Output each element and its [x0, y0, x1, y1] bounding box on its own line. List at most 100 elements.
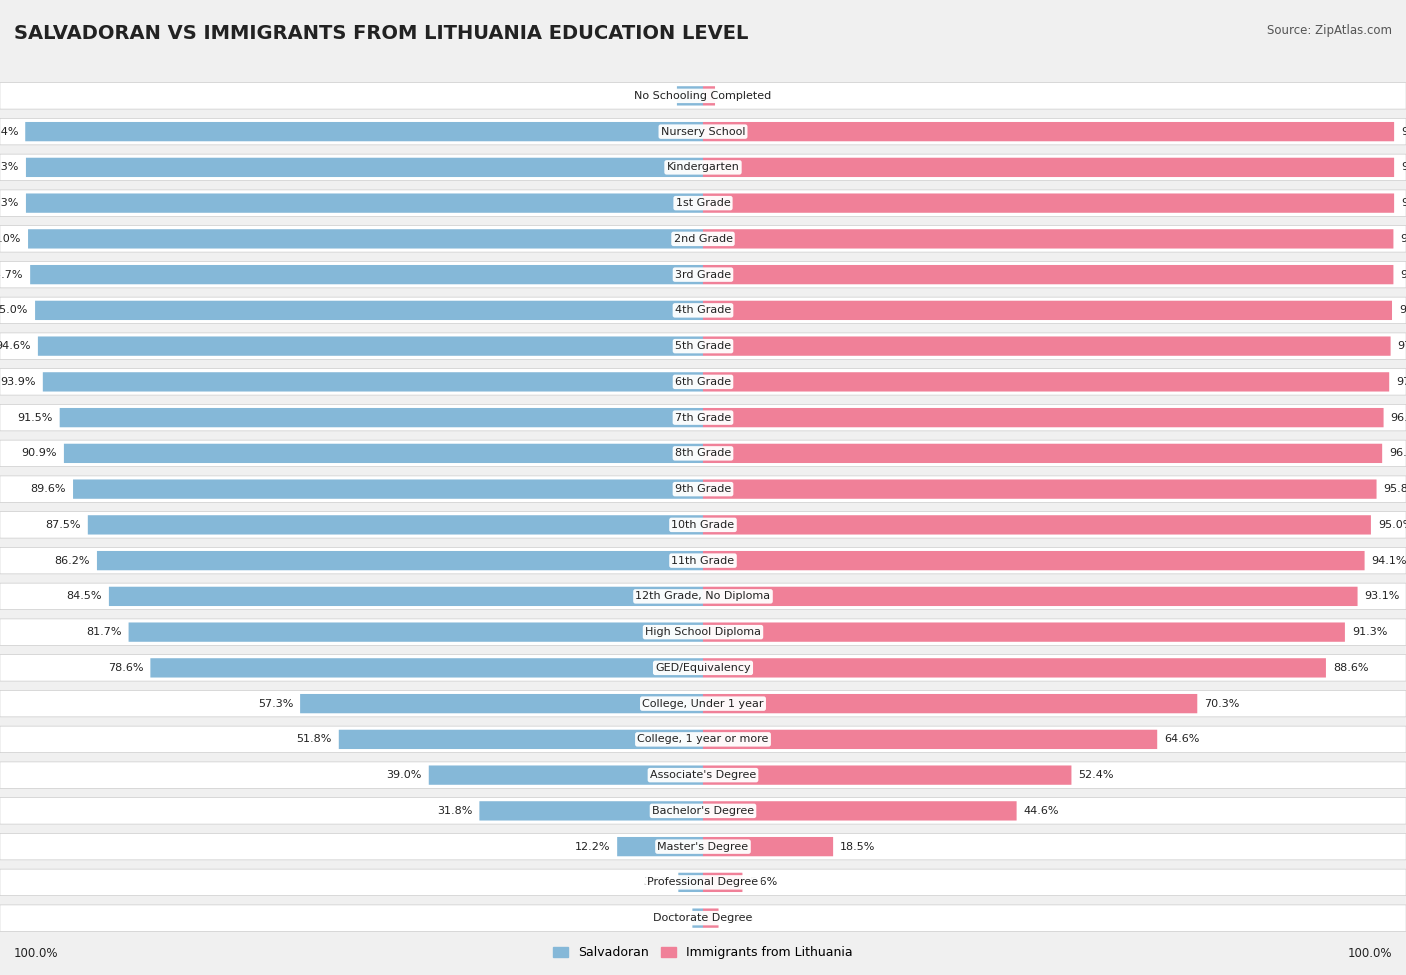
- FancyBboxPatch shape: [0, 726, 1406, 753]
- Text: 11th Grade: 11th Grade: [672, 556, 734, 566]
- Text: 98.2%: 98.2%: [1400, 270, 1406, 280]
- FancyBboxPatch shape: [38, 336, 703, 356]
- FancyBboxPatch shape: [73, 480, 703, 499]
- Text: 96.0%: 96.0%: [0, 234, 21, 244]
- FancyBboxPatch shape: [339, 729, 703, 749]
- Text: 93.9%: 93.9%: [0, 377, 35, 387]
- FancyBboxPatch shape: [692, 909, 703, 928]
- Text: 1.5%: 1.5%: [657, 914, 686, 923]
- Text: 93.1%: 93.1%: [1365, 592, 1400, 602]
- FancyBboxPatch shape: [703, 873, 742, 892]
- Text: 95.0%: 95.0%: [0, 305, 28, 315]
- Text: 97.6%: 97.6%: [1396, 377, 1406, 387]
- Text: 8th Grade: 8th Grade: [675, 448, 731, 458]
- FancyBboxPatch shape: [63, 444, 703, 463]
- FancyBboxPatch shape: [703, 587, 1358, 606]
- Text: 86.2%: 86.2%: [55, 556, 90, 566]
- Text: 4th Grade: 4th Grade: [675, 305, 731, 315]
- Text: Associate's Degree: Associate's Degree: [650, 770, 756, 780]
- Text: 31.8%: 31.8%: [437, 806, 472, 816]
- Text: 98.3%: 98.3%: [1400, 198, 1406, 208]
- Text: 96.3%: 96.3%: [0, 163, 18, 173]
- FancyBboxPatch shape: [0, 761, 1406, 789]
- FancyBboxPatch shape: [25, 193, 703, 213]
- Text: Professional Degree: Professional Degree: [647, 878, 759, 887]
- Text: 52.4%: 52.4%: [1078, 770, 1114, 780]
- Text: 96.3%: 96.3%: [0, 198, 18, 208]
- Text: 6th Grade: 6th Grade: [675, 377, 731, 387]
- Text: 57.3%: 57.3%: [257, 699, 294, 709]
- Text: 18.5%: 18.5%: [841, 841, 876, 851]
- Text: 5th Grade: 5th Grade: [675, 341, 731, 351]
- FancyBboxPatch shape: [25, 158, 703, 177]
- FancyBboxPatch shape: [0, 690, 1406, 717]
- FancyBboxPatch shape: [678, 873, 703, 892]
- FancyBboxPatch shape: [108, 587, 703, 606]
- FancyBboxPatch shape: [703, 300, 1392, 320]
- Text: 100.0%: 100.0%: [1347, 948, 1392, 960]
- FancyBboxPatch shape: [703, 622, 1346, 642]
- Text: GED/Equivalency: GED/Equivalency: [655, 663, 751, 673]
- FancyBboxPatch shape: [87, 515, 703, 534]
- Text: 1st Grade: 1st Grade: [676, 198, 730, 208]
- FancyBboxPatch shape: [59, 408, 703, 427]
- FancyBboxPatch shape: [703, 729, 1157, 749]
- Text: 2.2%: 2.2%: [725, 914, 754, 923]
- FancyBboxPatch shape: [703, 265, 1393, 285]
- FancyBboxPatch shape: [703, 86, 716, 105]
- FancyBboxPatch shape: [0, 905, 1406, 931]
- FancyBboxPatch shape: [479, 801, 703, 821]
- Text: SALVADORAN VS IMMIGRANTS FROM LITHUANIA EDUCATION LEVEL: SALVADORAN VS IMMIGRANTS FROM LITHUANIA …: [14, 24, 748, 43]
- FancyBboxPatch shape: [0, 654, 1406, 682]
- Text: 3.5%: 3.5%: [643, 878, 672, 887]
- FancyBboxPatch shape: [0, 190, 1406, 216]
- Text: 1.7%: 1.7%: [723, 91, 751, 100]
- FancyBboxPatch shape: [703, 408, 1384, 427]
- Text: 87.5%: 87.5%: [45, 520, 82, 529]
- Text: 96.6%: 96.6%: [1389, 448, 1406, 458]
- FancyBboxPatch shape: [35, 300, 703, 320]
- FancyBboxPatch shape: [0, 225, 1406, 253]
- Text: 98.3%: 98.3%: [1400, 163, 1406, 173]
- Text: Master's Degree: Master's Degree: [658, 841, 748, 851]
- Text: 89.6%: 89.6%: [31, 485, 66, 494]
- Text: 100.0%: 100.0%: [14, 948, 59, 960]
- Text: 3.7%: 3.7%: [641, 91, 669, 100]
- Text: 2nd Grade: 2nd Grade: [673, 234, 733, 244]
- Text: 98.3%: 98.3%: [1400, 127, 1406, 136]
- FancyBboxPatch shape: [0, 332, 1406, 360]
- Text: 94.6%: 94.6%: [0, 341, 31, 351]
- Text: 95.8%: 95.8%: [1384, 485, 1406, 494]
- Text: 7th Grade: 7th Grade: [675, 412, 731, 422]
- Text: 97.8%: 97.8%: [1398, 341, 1406, 351]
- FancyBboxPatch shape: [703, 694, 1198, 714]
- FancyBboxPatch shape: [429, 765, 703, 785]
- FancyBboxPatch shape: [703, 372, 1389, 392]
- Text: 39.0%: 39.0%: [387, 770, 422, 780]
- Text: 96.8%: 96.8%: [1391, 412, 1406, 422]
- Text: Source: ZipAtlas.com: Source: ZipAtlas.com: [1267, 24, 1392, 37]
- FancyBboxPatch shape: [0, 118, 1406, 145]
- Text: Nursery School: Nursery School: [661, 127, 745, 136]
- Text: 70.3%: 70.3%: [1204, 699, 1240, 709]
- FancyBboxPatch shape: [703, 158, 1395, 177]
- FancyBboxPatch shape: [0, 869, 1406, 896]
- Text: 98.2%: 98.2%: [1400, 234, 1406, 244]
- FancyBboxPatch shape: [0, 583, 1406, 609]
- FancyBboxPatch shape: [0, 440, 1406, 467]
- Text: 95.7%: 95.7%: [0, 270, 22, 280]
- FancyBboxPatch shape: [703, 658, 1326, 678]
- FancyBboxPatch shape: [97, 551, 703, 570]
- FancyBboxPatch shape: [703, 193, 1395, 213]
- FancyBboxPatch shape: [703, 837, 834, 856]
- FancyBboxPatch shape: [30, 265, 703, 285]
- FancyBboxPatch shape: [703, 551, 1365, 570]
- FancyBboxPatch shape: [0, 297, 1406, 324]
- Text: 44.6%: 44.6%: [1024, 806, 1059, 816]
- FancyBboxPatch shape: [0, 547, 1406, 574]
- FancyBboxPatch shape: [703, 801, 1017, 821]
- FancyBboxPatch shape: [0, 83, 1406, 109]
- FancyBboxPatch shape: [703, 444, 1382, 463]
- FancyBboxPatch shape: [28, 229, 703, 249]
- FancyBboxPatch shape: [703, 515, 1371, 534]
